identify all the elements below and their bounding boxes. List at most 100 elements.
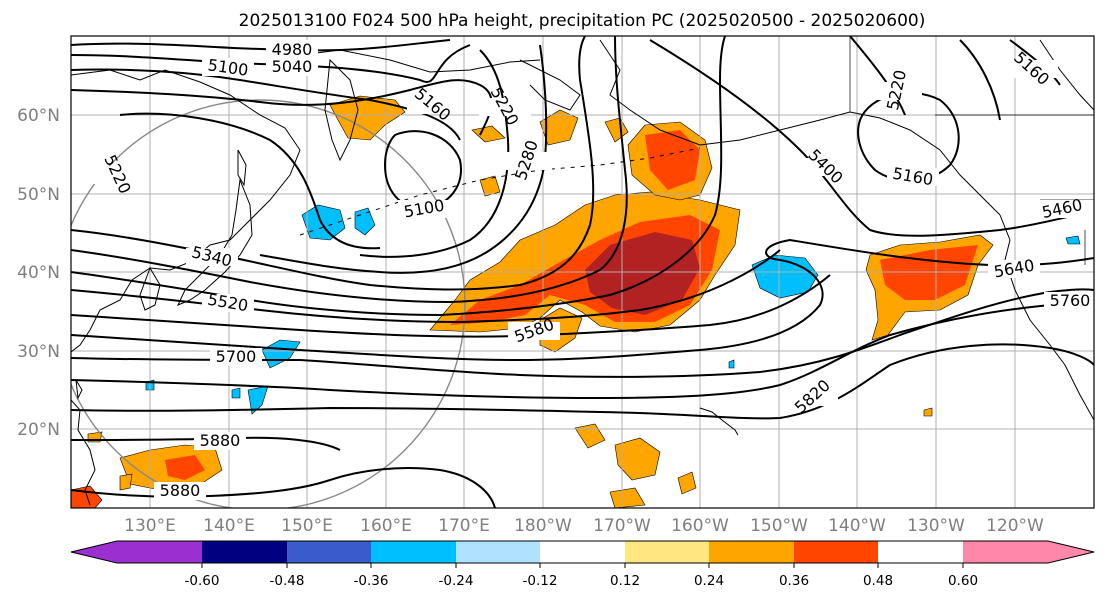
map-panel: 4980 5040 5100 5160 5220 5280 5100 5220 … bbox=[70, 35, 1095, 509]
colorbar-segment bbox=[963, 541, 1048, 563]
coastline-east-asia bbox=[71, 69, 301, 353]
coastline-aleutians bbox=[299, 147, 701, 236]
svg-text:5760: 5760 bbox=[1050, 291, 1091, 310]
lon-label-130e: 130°E bbox=[124, 516, 176, 536]
contour-5100-north bbox=[71, 68, 461, 141]
lat-label-20n: 20°N bbox=[17, 420, 60, 440]
contour-label-5640: 5640 bbox=[988, 256, 1040, 281]
lon-label-140e: 140°E bbox=[203, 516, 255, 536]
precip-area-small-b bbox=[479, 175, 501, 197]
coastline-japan bbox=[177, 178, 253, 306]
lat-label-50n: 50°N bbox=[17, 185, 60, 205]
lon-label-140w: 140°W bbox=[828, 516, 886, 536]
svg-text:5880: 5880 bbox=[160, 481, 201, 500]
map-frame bbox=[70, 35, 1095, 509]
contour-label-5100-nw: 5100 bbox=[202, 55, 254, 80]
precip-area-neg-d bbox=[1065, 235, 1081, 245]
contour-label-5160-e: 5160 bbox=[887, 164, 939, 189]
lon-label-150e: 150°E bbox=[281, 516, 333, 536]
contour-label-5700: 5700 bbox=[210, 347, 262, 366]
precip-area-hawaii-dot bbox=[923, 407, 933, 417]
coastline-alaska bbox=[599, 39, 1001, 216]
lon-label-160e: 160°E bbox=[360, 516, 412, 536]
contour-label-group: 4980 5040 5100 5160 5220 5280 5100 5220 … bbox=[92, 40, 1094, 500]
coastline-sakhalin bbox=[237, 149, 247, 187]
colorbar-tick-label: -0.24 bbox=[439, 573, 474, 589]
contour-5220-ne bbox=[959, 39, 1001, 121]
coastline-taiwan bbox=[75, 379, 83, 400]
lat-label-30n: 30°N bbox=[17, 342, 60, 362]
contour-5400-east bbox=[649, 39, 1094, 237]
colorbar-tick-label: 0.60 bbox=[948, 573, 978, 589]
coastline-hawaii bbox=[699, 407, 739, 436]
precip-area-tropical-west-red bbox=[165, 455, 205, 480]
lon-label-180w: 180°W bbox=[514, 516, 572, 536]
precip-area-tropical-b bbox=[574, 423, 606, 449]
colorbar-tick-label: -0.12 bbox=[523, 573, 558, 589]
precip-area-north-pacific-red bbox=[645, 130, 700, 190]
colorbar-tick-label: 0.36 bbox=[779, 573, 809, 589]
coastline-korea bbox=[139, 266, 161, 311]
coastline-canada bbox=[1039, 39, 1094, 111]
lon-label-160w: 160°W bbox=[671, 516, 729, 536]
figure-title: 2025013100 F024 500 hPa height, precipit… bbox=[239, 11, 926, 31]
colorbar-segment bbox=[709, 541, 794, 563]
precip-area-neg-c bbox=[231, 387, 241, 399]
svg-text:4980: 4980 bbox=[272, 40, 313, 59]
colorbar-segment bbox=[625, 541, 709, 563]
contour-5040 bbox=[71, 44, 471, 83]
coastline-na-west bbox=[999, 214, 1094, 421]
colorbar-segment bbox=[117, 541, 202, 563]
contour-5700 bbox=[71, 288, 1094, 378]
coastline-kamchatka bbox=[324, 58, 359, 162]
colorbar-tick-label: -0.36 bbox=[354, 573, 389, 589]
colorbar-extend-low bbox=[71, 541, 117, 563]
contour-label-5760: 5760 bbox=[1044, 291, 1094, 310]
contour-5280 bbox=[259, 44, 548, 274]
colorbar-tick-label: 0.24 bbox=[694, 573, 724, 589]
coastlines bbox=[71, 39, 1094, 506]
contour-5820 bbox=[71, 343, 1094, 420]
contour-5640 bbox=[71, 238, 1094, 362]
colorbar-segment bbox=[202, 541, 287, 563]
contour-label-5880-south: 5880 bbox=[154, 481, 206, 500]
longitude-labels: 130°E 140°E 150°E 160°E 170°E 180°W 170°… bbox=[124, 516, 1044, 536]
precip-area-neg-e bbox=[728, 359, 735, 369]
contour-label-5040: 5040 bbox=[266, 57, 318, 76]
precip-area-tropical-d bbox=[609, 487, 646, 508]
contour-label-5880-north: 5880 bbox=[194, 431, 246, 450]
colorbar-segment bbox=[371, 541, 456, 563]
lat-label-40n: 40°N bbox=[17, 263, 60, 283]
contour-5400-west bbox=[71, 36, 628, 304]
colorbar-tick-label: -0.48 bbox=[270, 573, 305, 589]
precip-area-small-a bbox=[471, 125, 506, 143]
contour-5160 bbox=[71, 79, 493, 136]
lat-label-60n: 60°N bbox=[17, 106, 60, 126]
colorbar-tick-label: 0.12 bbox=[610, 573, 640, 589]
svg-text:5880: 5880 bbox=[200, 431, 241, 450]
colorbar-extend-high bbox=[1048, 541, 1094, 563]
colorbar-segment bbox=[287, 541, 371, 563]
colorbar-segments bbox=[71, 541, 1094, 563]
lon-label-170e: 170°E bbox=[438, 516, 490, 536]
contour-5580 bbox=[71, 274, 831, 338]
precip-area-tropical-c bbox=[677, 471, 697, 495]
svg-text:5700: 5700 bbox=[216, 347, 257, 366]
colorbar-tick-label: 0.48 bbox=[863, 573, 893, 589]
precip-area-sw-small bbox=[119, 473, 133, 491]
range-circle bbox=[71, 99, 466, 508]
colorbar-tick-labels: -0.60 -0.48 -0.36 -0.24 -0.12 0.12 0.24 … bbox=[185, 573, 979, 589]
colorbar-outline bbox=[70, 540, 1095, 564]
colorbar-segment bbox=[456, 541, 540, 563]
lon-label-150w: 150°W bbox=[750, 516, 808, 536]
colorbar: -0.60 -0.48 -0.36 -0.24 -0.12 0.12 0.24 … bbox=[70, 540, 1095, 589]
colorbar-tick-label: -0.60 bbox=[185, 573, 220, 589]
contour-label-4980: 4980 bbox=[266, 40, 318, 59]
coastline-chukotka bbox=[519, 59, 581, 111]
colorbar-ticks bbox=[201, 563, 964, 568]
contour-5220-west bbox=[119, 112, 381, 250]
contour-5220-east bbox=[849, 36, 906, 116]
latitude-labels: 60°N 50°N 40°N 30°N 20°N bbox=[17, 106, 60, 440]
lon-label-170w: 170°W bbox=[593, 516, 651, 536]
